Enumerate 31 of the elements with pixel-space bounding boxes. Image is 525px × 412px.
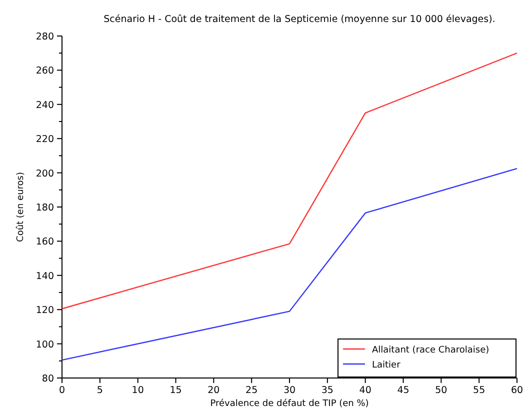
y-tick-label: 180 (36, 202, 54, 214)
chart-title: Scénario H - Coût de traitement de la Septicemie (moyenne sur 10 000 élevages). (104, 14, 496, 25)
y-tick-label: 200 (36, 168, 54, 180)
x-tick-label: 20 (208, 385, 220, 396)
x-tick-label: 60 (510, 385, 524, 396)
x-tick-label: 55 (473, 385, 486, 396)
x-tick-label: 25 (246, 385, 258, 396)
y-axis-title: Coût (en euros) (15, 172, 26, 242)
x-tick-label: 50 (435, 385, 448, 396)
y-tick-label: 120 (36, 305, 54, 316)
legend-label: Allaitant (race Charolaise) (372, 346, 490, 356)
x-axis-title: Prévalence de défaut de TIP (en %) (210, 398, 369, 409)
x-tick-label: 45 (397, 385, 410, 396)
line-series (61, 52, 518, 310)
x-tick-label: 15 (170, 385, 182, 396)
x-tick-label: 30 (283, 385, 296, 396)
x-tick-label: 0 (58, 385, 66, 396)
y-tick-label: 220 (36, 134, 54, 146)
y-tick-label: 260 (36, 66, 54, 77)
x-tick-label: 40 (359, 385, 372, 396)
y-tick-label: 80 (42, 374, 54, 384)
x-tick-label: 5 (96, 385, 103, 396)
line-series (61, 168, 518, 361)
x-tick-label: 35 (321, 385, 334, 396)
y-tick-label: 240 (36, 100, 54, 111)
y-tick-label: 100 (36, 339, 54, 350)
legend-label: Laitier (372, 360, 401, 370)
x-tick-label: 10 (132, 385, 144, 396)
y-tick-label: 280 (36, 32, 54, 42)
y-tick-label: 160 (36, 236, 54, 248)
y-tick-label: 140 (36, 270, 54, 282)
